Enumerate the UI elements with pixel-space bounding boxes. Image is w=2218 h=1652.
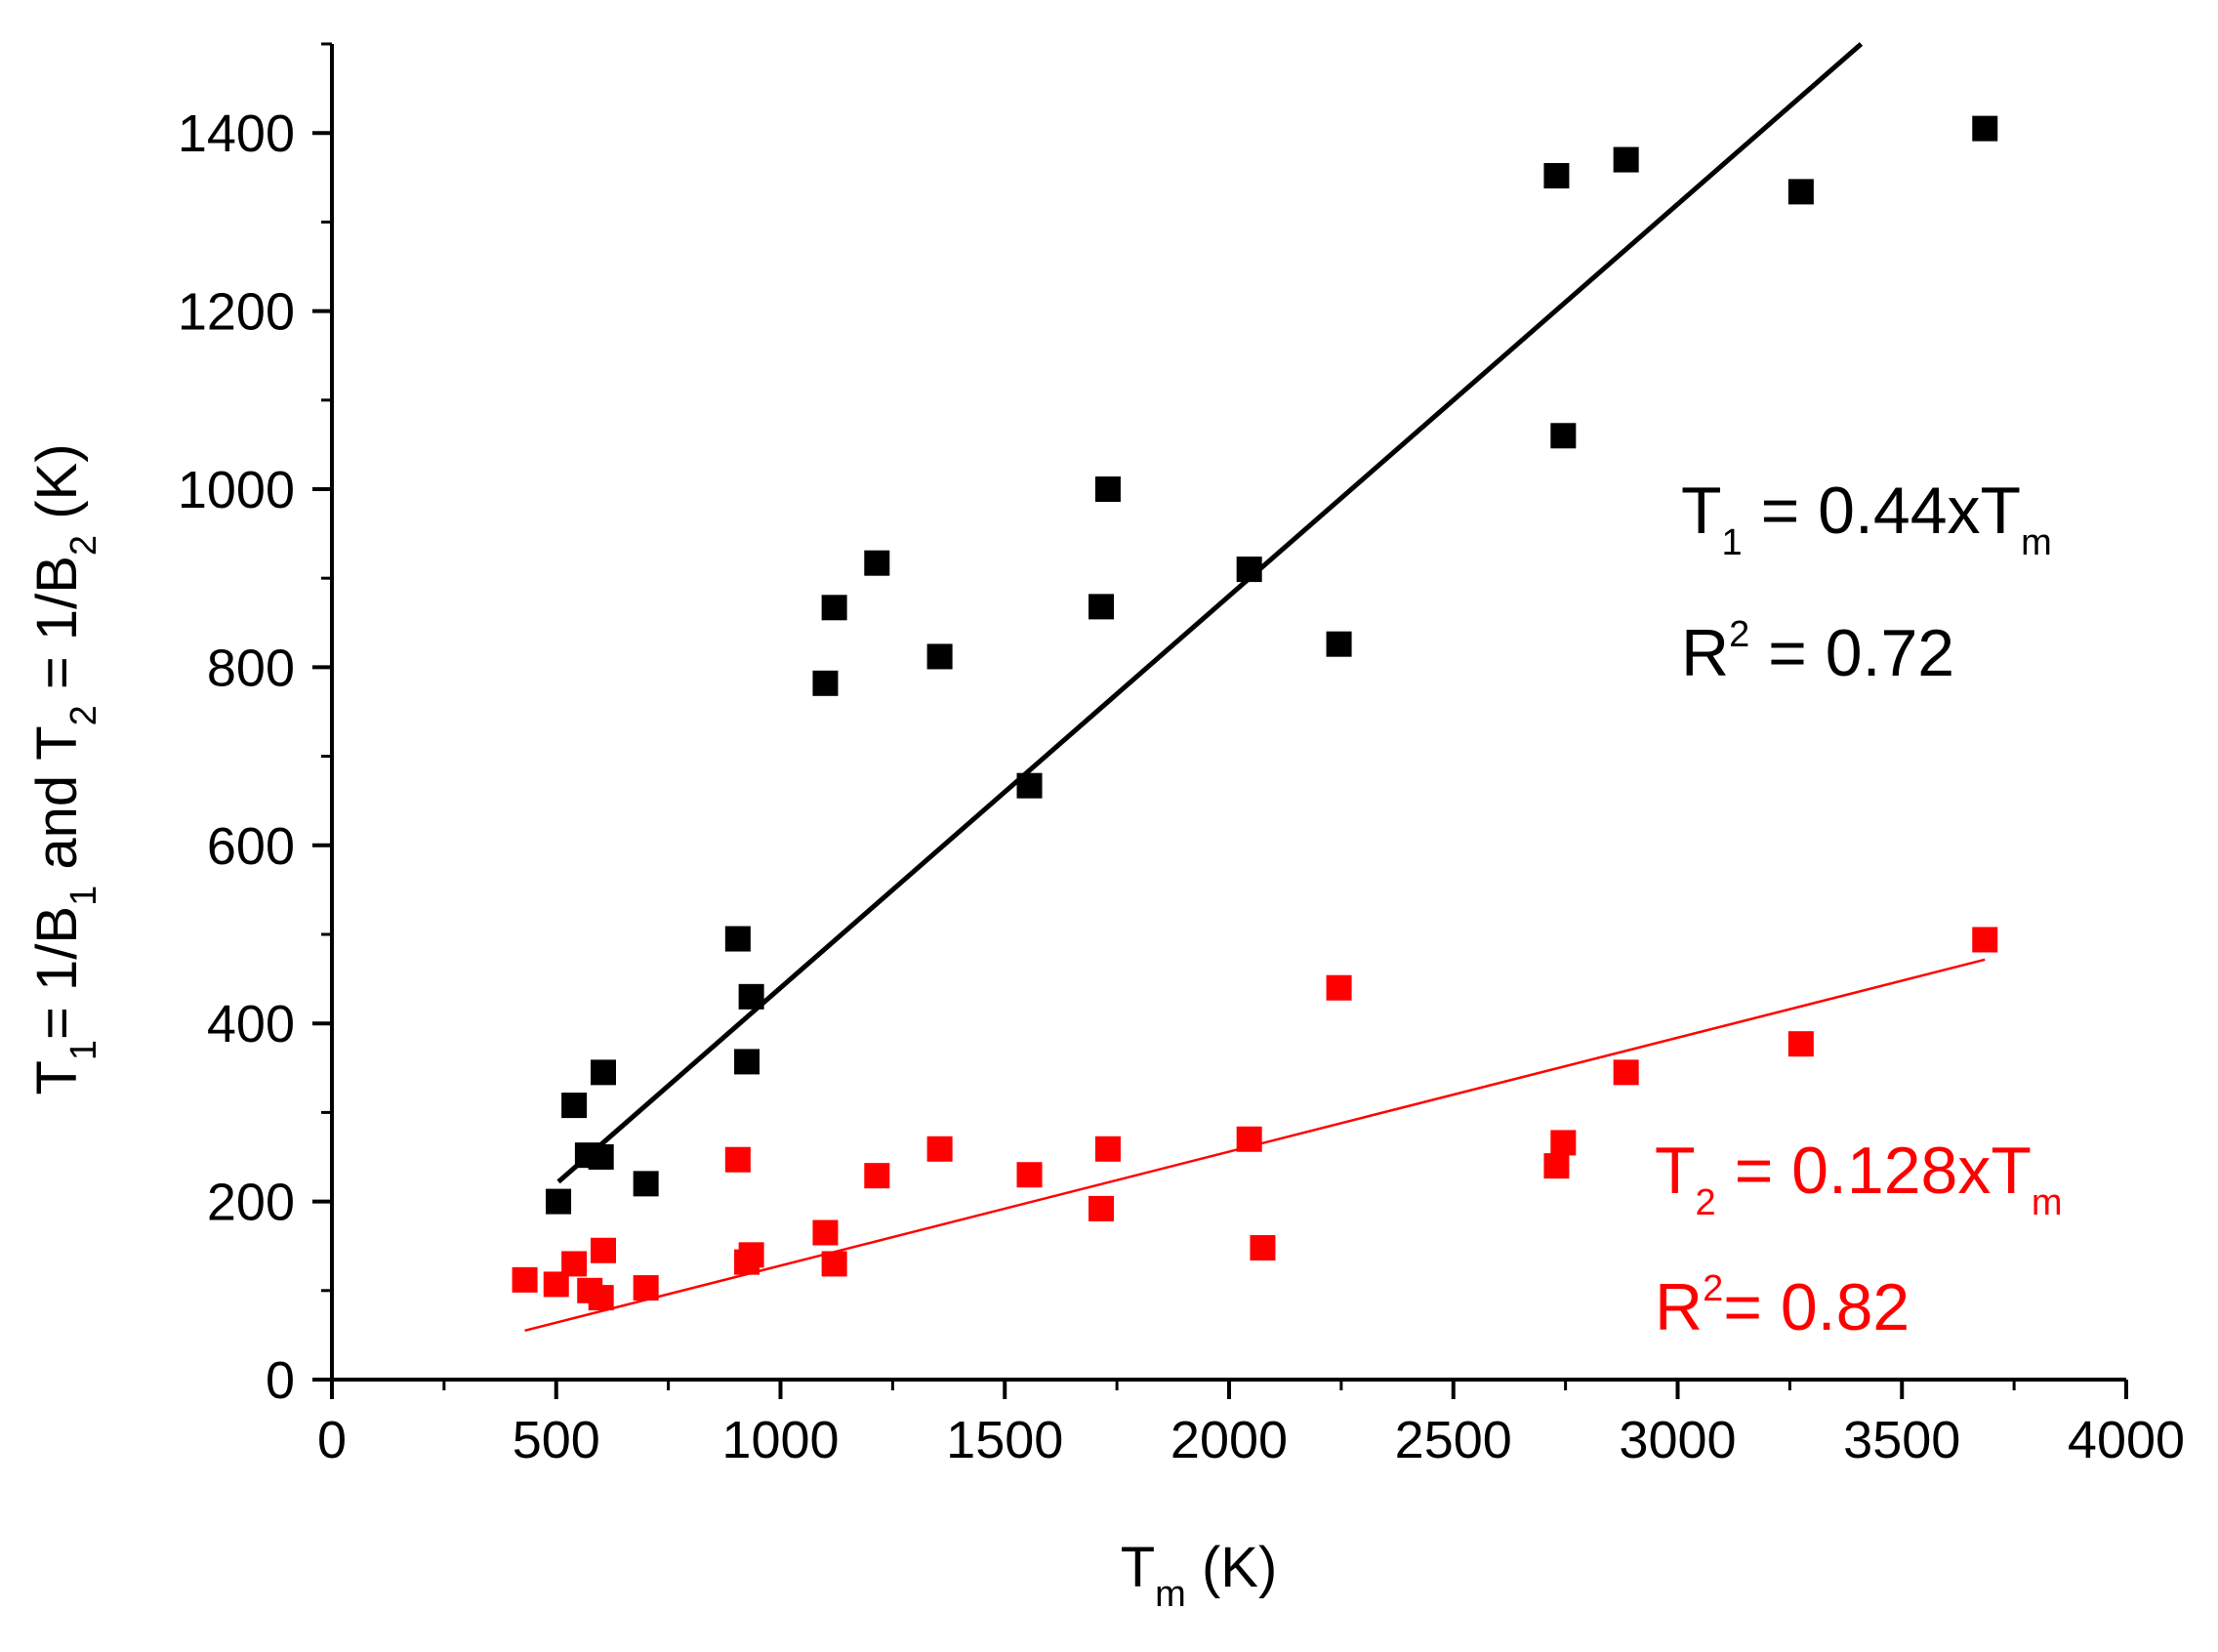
- marker-t2: [512, 1266, 538, 1293]
- y-title-subscript: 2: [63, 705, 104, 725]
- y-tick-label: 400: [207, 995, 295, 1053]
- t1-r-squared: R2 = 0.72: [1681, 614, 1954, 690]
- marker-t2: [724, 1146, 751, 1173]
- y-tick-label: 1400: [178, 104, 295, 163]
- marker-t1: [1550, 423, 1577, 449]
- marker-t1: [864, 550, 890, 576]
- marker-t1: [590, 1059, 616, 1086]
- y-title-text: = 1/B: [25, 556, 89, 705]
- t2-equation: T2 = 0.128xTm: [1655, 1134, 2063, 1223]
- marker-t2: [812, 1219, 839, 1246]
- y-tick-label: 1200: [178, 283, 295, 342]
- x-tick-label: 3500: [1843, 1411, 1960, 1469]
- marker-t1: [1016, 772, 1043, 799]
- marker-t2: [1016, 1162, 1043, 1188]
- marker-t2: [738, 1242, 764, 1268]
- marker-t1: [633, 1171, 659, 1197]
- y-title-subscript: 2: [63, 535, 104, 556]
- marker-t2: [590, 1237, 616, 1263]
- y-tick-label: 600: [207, 817, 295, 876]
- x-tick-label: 2000: [1171, 1411, 1288, 1469]
- marker-t1: [724, 926, 751, 952]
- t1-equation: T1 = 0.44xTm: [1681, 474, 2052, 563]
- y-tick-label: 1000: [178, 461, 295, 519]
- y-tick-label: 0: [266, 1351, 295, 1410]
- y-title-text: and T: [25, 725, 89, 885]
- y-tick-label: 200: [207, 1174, 295, 1232]
- marker-t2: [1550, 1130, 1577, 1156]
- marker-t1: [1326, 631, 1352, 657]
- marker-t1: [561, 1093, 588, 1119]
- y-title-text: T: [25, 1060, 89, 1094]
- marker-t1: [1094, 476, 1121, 502]
- y-title-text: (K): [25, 443, 89, 534]
- y-title-subscript: 1: [63, 886, 104, 906]
- fit-line-t1: [556, 42, 1864, 1184]
- marker-t2: [1094, 1136, 1121, 1162]
- marker-t2: [1326, 974, 1352, 1001]
- y-title-subscript: 1: [63, 1040, 104, 1060]
- marker-t2: [864, 1163, 890, 1189]
- y-title-text: = 1/B: [25, 906, 89, 1040]
- marker-t2: [1613, 1059, 1639, 1086]
- y-axis-title: T1= 1/B1 and T2 = 1/B2 (K): [25, 443, 104, 1094]
- marker-t1: [1088, 594, 1115, 620]
- marker-t1: [1543, 162, 1570, 188]
- marker-t1: [812, 670, 839, 696]
- marker-t2: [1543, 1153, 1570, 1179]
- x-tick-label: 500: [513, 1411, 600, 1469]
- marker-t1: [734, 1049, 760, 1075]
- t2-r-squared: R2= 0.82: [1655, 1268, 1910, 1344]
- marker-t1: [588, 1144, 614, 1170]
- marker-t2: [1088, 1195, 1115, 1221]
- x-tick-label: 0: [317, 1411, 347, 1469]
- marker-t2: [1787, 1031, 1814, 1057]
- marker-t2: [1236, 1126, 1262, 1152]
- marker-t2: [1250, 1235, 1276, 1261]
- marker-t1: [1787, 179, 1814, 205]
- x-tick-label: 2500: [1395, 1411, 1512, 1469]
- x-axis-title: Tm (K): [1121, 1536, 1278, 1615]
- marker-t1: [546, 1188, 572, 1215]
- marker-t2: [1972, 927, 1998, 953]
- marker-t1: [1236, 557, 1262, 583]
- data-markers: [512, 115, 1998, 1311]
- x-tick-label: 1000: [721, 1411, 839, 1469]
- marker-t2: [633, 1275, 659, 1301]
- x-tick-label: 1500: [946, 1411, 1063, 1469]
- marker-t2: [821, 1251, 847, 1277]
- marker-t2: [588, 1285, 614, 1311]
- marker-t1: [1613, 146, 1639, 173]
- marker-t1: [821, 595, 847, 621]
- y-tick-label: 800: [207, 639, 295, 697]
- marker-t1: [926, 643, 953, 670]
- x-tick-label: 3000: [1619, 1411, 1736, 1469]
- marker-t2: [561, 1251, 588, 1277]
- marker-t1: [738, 983, 764, 1010]
- marker-t1: [1972, 115, 1998, 142]
- marker-t2: [926, 1136, 953, 1162]
- axes: 0 500 1000 1500 2000 2500 3000 3500 4000 0 200 400 6…: [178, 42, 2185, 1469]
- x-tick-label: 4000: [2068, 1411, 2185, 1469]
